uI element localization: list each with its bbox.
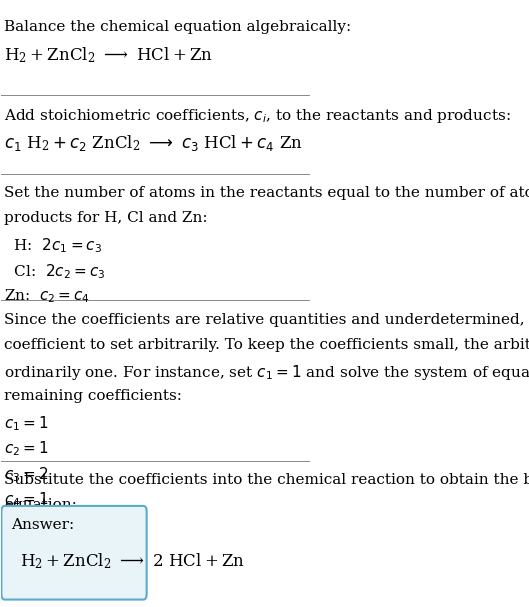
Text: $\mathregular{H_2 + ZnCl_2 \ \longrightarrow \ HCl + Zn}$: $\mathregular{H_2 + ZnCl_2 \ \longrighta… xyxy=(4,45,214,64)
Text: Set the number of atoms in the reactants equal to the number of atoms in the: Set the number of atoms in the reactants… xyxy=(4,186,529,200)
Text: remaining coefficients:: remaining coefficients: xyxy=(4,388,183,402)
Text: Balance the chemical equation algebraically:: Balance the chemical equation algebraica… xyxy=(4,19,352,33)
Text: Add stoichiometric coefficients, $c_i$, to the reactants and products:: Add stoichiometric coefficients, $c_i$, … xyxy=(4,107,511,125)
Text: coefficient to set arbitrarily. To keep the coefficients small, the arbitrary va: coefficient to set arbitrarily. To keep … xyxy=(4,338,529,352)
Text: Substitute the coefficients into the chemical reaction to obtain the balanced: Substitute the coefficients into the che… xyxy=(4,473,529,487)
Text: $c_1 \ \mathregular{H_2} + c_2 \ \mathregular{ZnCl_2} \ \longrightarrow \ c_3 \ : $c_1 \ \mathregular{H_2} + c_2 \ \mathre… xyxy=(4,132,303,152)
Text: ordinarily one. For instance, set $c_1 = 1$ and solve the system of equations fo: ordinarily one. For instance, set $c_1 =… xyxy=(4,364,529,382)
Text: H:  $2 c_1 = c_3$: H: $2 c_1 = c_3$ xyxy=(4,237,103,255)
Text: $c_3 = 2$: $c_3 = 2$ xyxy=(4,465,49,484)
Text: $c_4 = 1$: $c_4 = 1$ xyxy=(4,490,49,509)
Text: Cl:  $2 c_2 = c_3$: Cl: $2 c_2 = c_3$ xyxy=(4,262,106,280)
Text: Since the coefficients are relative quantities and underdetermined, choose a: Since the coefficients are relative quan… xyxy=(4,313,529,327)
Text: $c_2 = 1$: $c_2 = 1$ xyxy=(4,439,49,458)
Text: products for H, Cl and Zn:: products for H, Cl and Zn: xyxy=(4,211,208,225)
Text: Zn:  $c_2 = c_4$: Zn: $c_2 = c_4$ xyxy=(4,287,90,305)
Text: $c_1 = 1$: $c_1 = 1$ xyxy=(4,414,49,433)
Text: equation:: equation: xyxy=(4,498,77,512)
Text: Answer:: Answer: xyxy=(11,518,74,532)
Text: $\mathregular{H_2 + ZnCl_2 \ \longrightarrow \ 2 \ HCl + Zn}$: $\mathregular{H_2 + ZnCl_2 \ \longrighta… xyxy=(20,551,245,571)
FancyBboxPatch shape xyxy=(2,506,147,600)
